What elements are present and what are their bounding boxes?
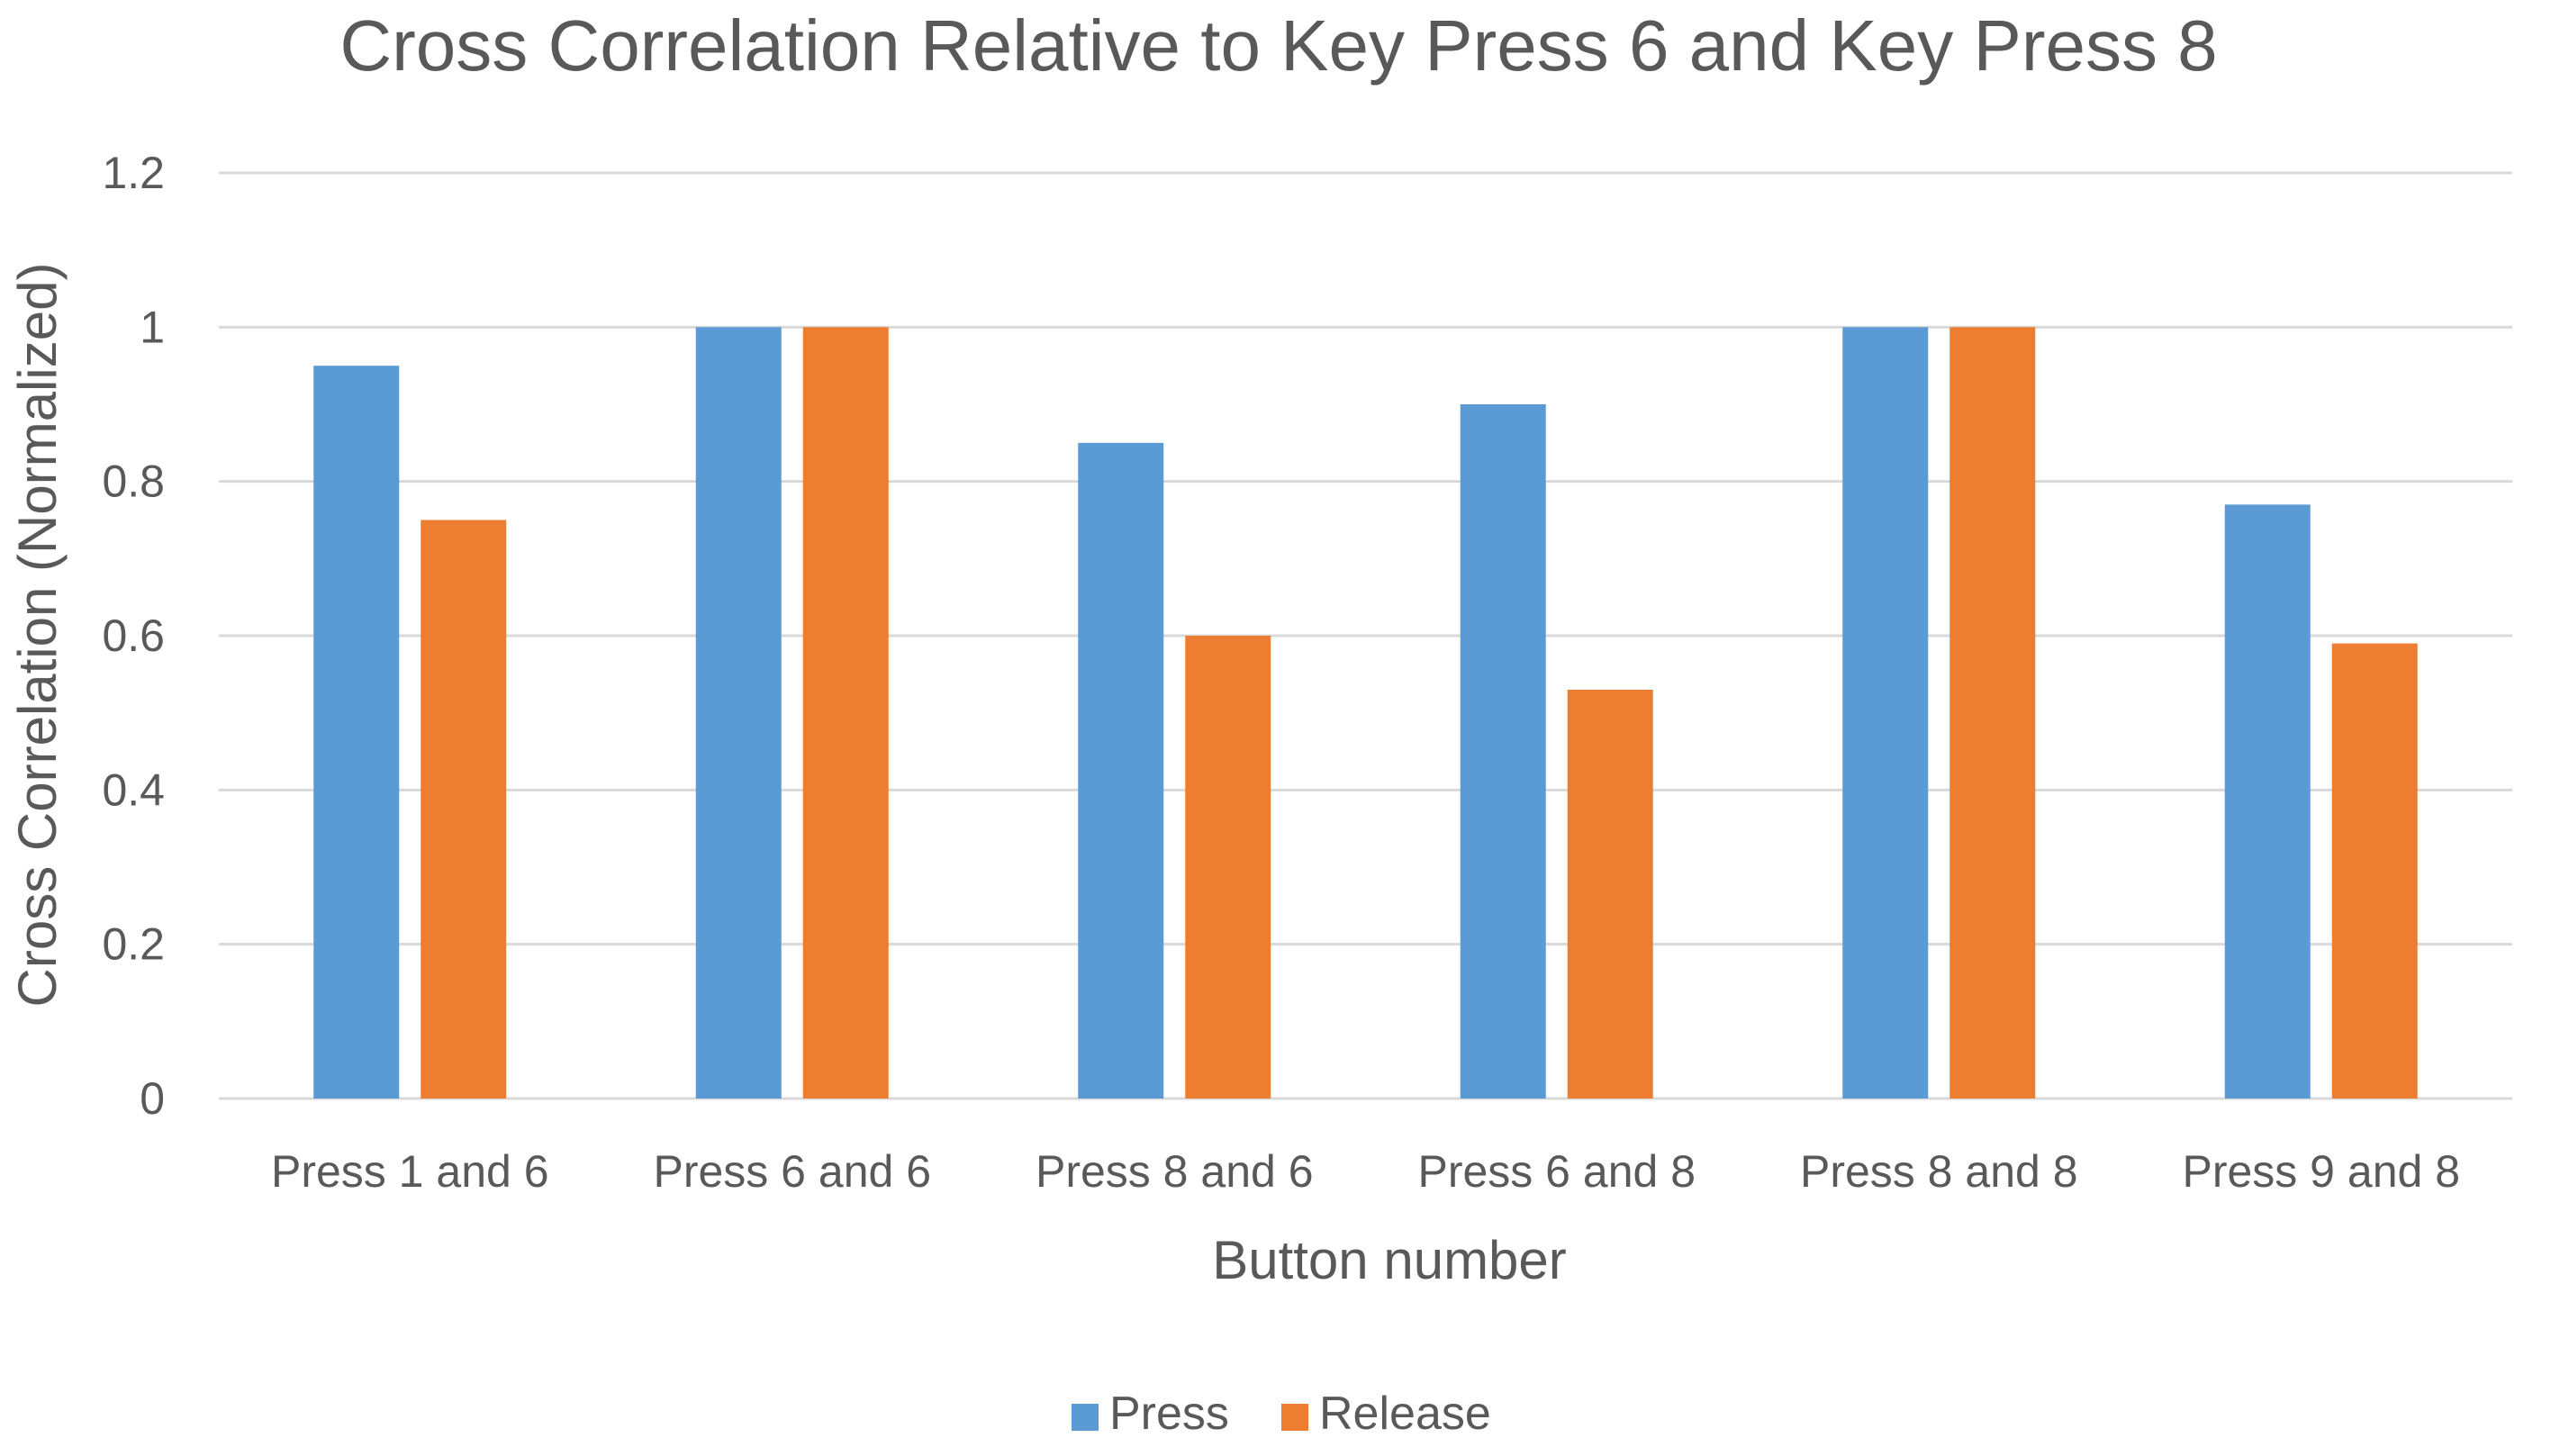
x-axis-title: Button number — [1212, 1230, 1567, 1290]
y-axis-ticks: 0 0.2 0.4 0.6 0.8 1 1.2 — [102, 148, 165, 1124]
y-tick-label: 0.6 — [102, 610, 165, 661]
y-tick-label: 0.4 — [102, 764, 165, 815]
y-axis-title: Cross Correlation (Normalized) — [7, 263, 68, 1008]
bar-release-1 — [421, 520, 507, 1099]
y-tick-label: 0.2 — [102, 919, 165, 970]
legend-label-press: Press — [1109, 1388, 1229, 1440]
bar-release-6 — [2331, 643, 2418, 1099]
bar-press-5 — [1842, 327, 1929, 1099]
x-tick-label: Press 8 and 8 — [1800, 1146, 2078, 1197]
y-tick-label: 0.8 — [102, 457, 165, 507]
bar-press-3 — [1078, 442, 1164, 1099]
bar-release-3 — [1185, 636, 1271, 1099]
gridlines — [219, 171, 2512, 1100]
y-tick-label: 0 — [140, 1073, 165, 1124]
bar-release-4 — [1567, 689, 1653, 1099]
legend-swatch-release — [1281, 1404, 1308, 1431]
chart-title: Cross Correlation Relative to Key Press … — [339, 5, 2217, 86]
x-tick-label: Press 6 and 6 — [653, 1146, 931, 1197]
bar-press-6 — [2224, 504, 2311, 1099]
bar-release-5 — [1949, 327, 2036, 1099]
bar-press-1 — [313, 366, 400, 1099]
legend-label-release: Release — [1319, 1388, 1491, 1440]
bar-press-4 — [1460, 404, 1546, 1099]
bar-press-2 — [695, 327, 782, 1099]
x-tick-label: Press 6 and 8 — [1417, 1146, 1696, 1197]
y-tick-label: 1.2 — [102, 148, 165, 198]
legend: Press Release — [1072, 1388, 1491, 1440]
x-tick-label: Press 8 and 6 — [1036, 1146, 1314, 1197]
bars — [313, 327, 2418, 1099]
bar-release-2 — [802, 327, 889, 1099]
x-tick-label: Press 9 and 8 — [2182, 1146, 2460, 1197]
legend-swatch-press — [1072, 1404, 1099, 1431]
x-tick-label: Press 1 and 6 — [271, 1146, 549, 1197]
y-tick-label: 1 — [140, 302, 165, 352]
x-axis-ticks: Press 1 and 6 Press 6 and 6 Press 8 and 6 P… — [271, 1146, 2460, 1197]
